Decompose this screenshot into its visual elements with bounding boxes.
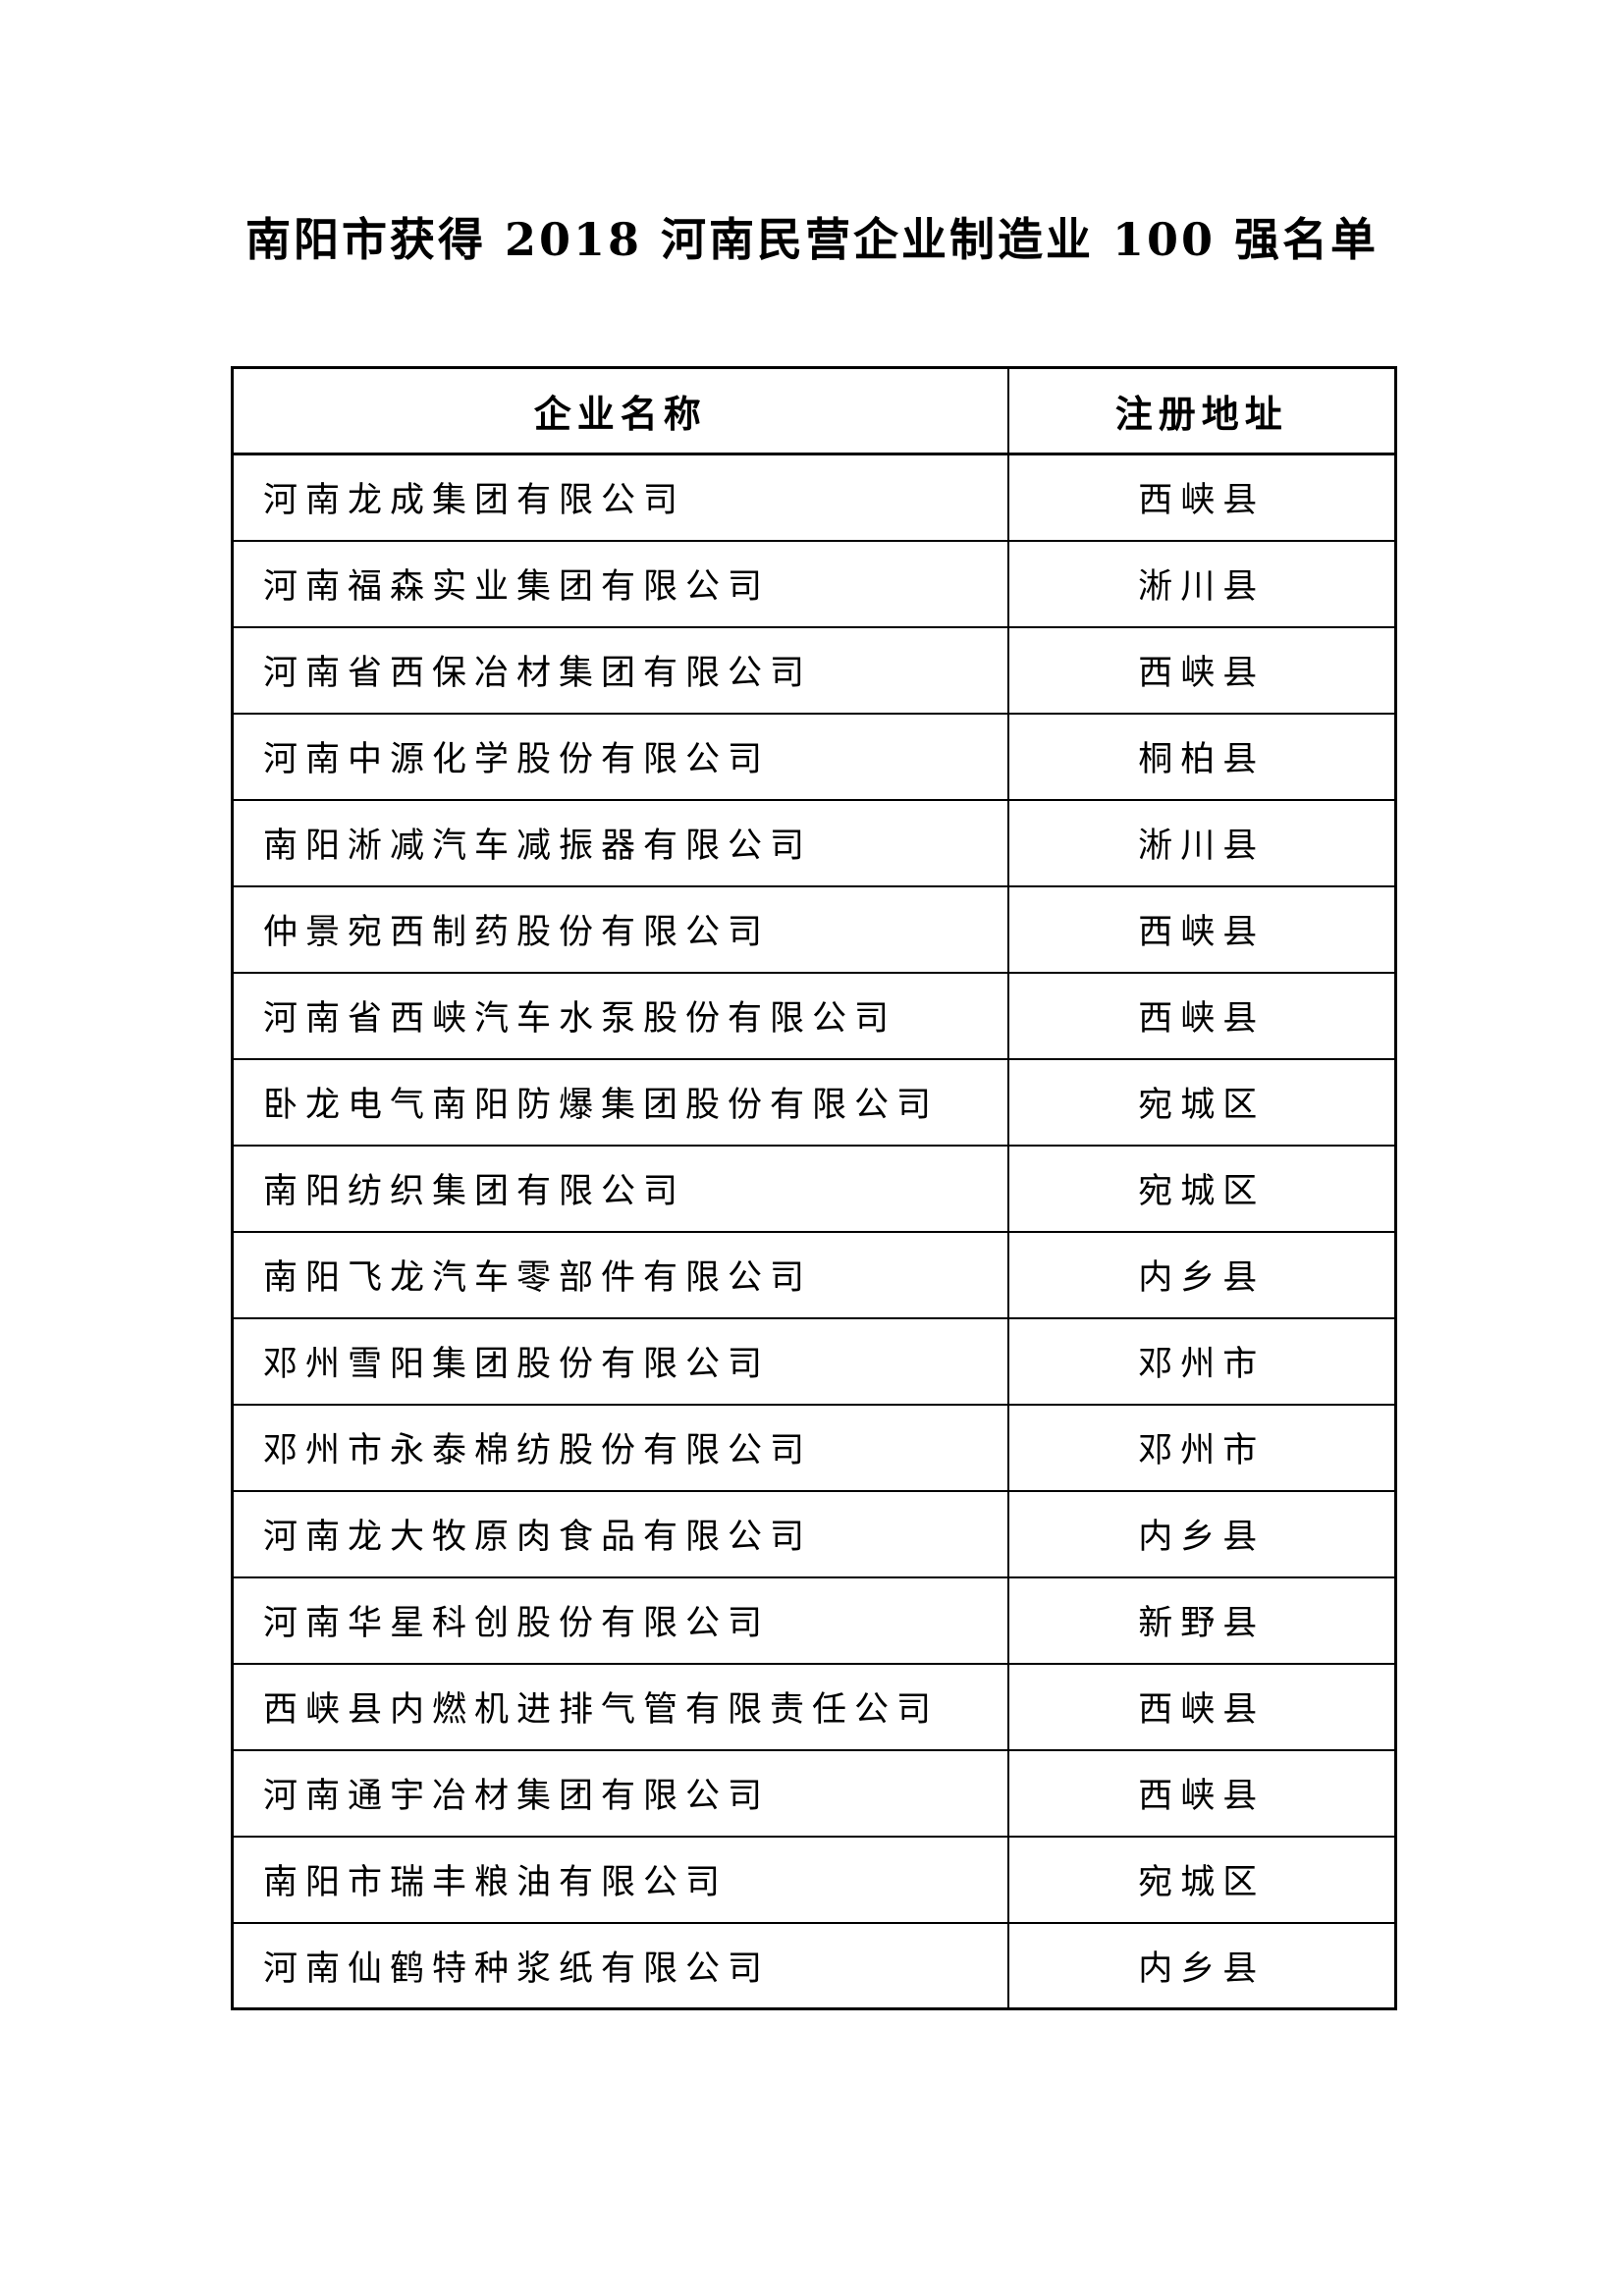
address-cell: 淅川县 — [1006, 798, 1397, 887]
table-row: 河南华星科创股份有限公司 新野县 — [231, 1575, 1397, 1665]
table-row: 南阳淅减汽车减振器有限公司 淅川县 — [231, 798, 1397, 887]
company-name-cell: 河南仙鹤特种浆纸有限公司 — [231, 1921, 1009, 2010]
table-row: 河南龙大牧原肉食品有限公司 内乡县 — [231, 1489, 1397, 1578]
address-cell: 宛城区 — [1006, 1835, 1397, 1924]
table-row: 河南福森实业集团有限公司 淅川县 — [231, 539, 1397, 628]
address-cell: 西峡县 — [1006, 971, 1397, 1060]
table-header-row: 企业名称 注册地址 — [231, 366, 1397, 455]
company-name-cell: 西峡县内燃机进排气管有限责任公司 — [231, 1662, 1009, 1751]
address-cell: 西峡县 — [1006, 453, 1397, 542]
address-cell: 西峡县 — [1006, 1662, 1397, 1751]
table-row: 邓州雪阳集团股份有限公司 邓州市 — [231, 1316, 1397, 1406]
address-cell: 内乡县 — [1006, 1921, 1397, 2010]
address-cell: 内乡县 — [1006, 1489, 1397, 1578]
table-row: 河南仙鹤特种浆纸有限公司 内乡县 — [231, 1921, 1397, 2010]
page-title: 南阳市获得 2018 河南民营企业制造业 100 强名单 — [244, 213, 1380, 266]
company-name-cell: 南阳飞龙汽车零部件有限公司 — [231, 1230, 1009, 1319]
address-cell: 桐柏县 — [1006, 712, 1397, 801]
table-row: 南阳飞龙汽车零部件有限公司 内乡县 — [231, 1230, 1397, 1319]
table-row: 河南龙成集团有限公司 西峡县 — [231, 453, 1397, 542]
table-row: 河南省西峡汽车水泵股份有限公司 西峡县 — [231, 971, 1397, 1060]
table-row: 南阳市瑞丰粮油有限公司 宛城区 — [231, 1835, 1397, 1924]
company-name-cell: 南阳纺织集团有限公司 — [231, 1144, 1009, 1233]
table-row: 卧龙电气南阳防爆集团股份有限公司 宛城区 — [231, 1057, 1397, 1147]
company-name-cell: 河南福森实业集团有限公司 — [231, 539, 1009, 628]
table-row: 河南中源化学股份有限公司 桐柏县 — [231, 712, 1397, 801]
company-name-cell: 仲景宛西制药股份有限公司 — [231, 884, 1009, 974]
column-header-company: 企业名称 — [231, 366, 1009, 455]
table-body: 河南龙成集团有限公司 西峡县 河南福森实业集团有限公司 淅川县 河南省西保冶材集团有限公… — [231, 453, 1397, 2010]
address-cell: 宛城区 — [1006, 1144, 1397, 1233]
address-cell: 宛城区 — [1006, 1057, 1397, 1147]
column-header-address: 注册地址 — [1006, 366, 1397, 455]
address-cell: 西峡县 — [1006, 625, 1397, 715]
company-name-cell: 河南华星科创股份有限公司 — [231, 1575, 1009, 1665]
address-cell: 邓州市 — [1006, 1403, 1397, 1492]
address-cell: 内乡县 — [1006, 1230, 1397, 1319]
company-name-cell: 河南通宇冶材集团有限公司 — [231, 1748, 1009, 1838]
table-row: 仲景宛西制药股份有限公司 西峡县 — [231, 884, 1397, 974]
company-name-cell: 河南省西峡汽车水泵股份有限公司 — [231, 971, 1009, 1060]
table-row: 邓州市永泰棉纺股份有限公司 邓州市 — [231, 1403, 1397, 1492]
address-cell: 西峡县 — [1006, 1748, 1397, 1838]
table-row: 河南省西保冶材集团有限公司 西峡县 — [231, 625, 1397, 715]
company-name-cell: 南阳淅减汽车减振器有限公司 — [231, 798, 1009, 887]
company-name-cell: 河南省西保冶材集团有限公司 — [231, 625, 1009, 715]
address-cell: 新野县 — [1006, 1575, 1397, 1665]
company-name-cell: 邓州市永泰棉纺股份有限公司 — [231, 1403, 1009, 1492]
address-cell: 淅川县 — [1006, 539, 1397, 628]
address-cell: 西峡县 — [1006, 884, 1397, 974]
table-row: 南阳纺织集团有限公司 宛城区 — [231, 1144, 1397, 1233]
company-name-cell: 南阳市瑞丰粮油有限公司 — [231, 1835, 1009, 1924]
company-name-cell: 邓州雪阳集团股份有限公司 — [231, 1316, 1009, 1406]
company-name-cell: 河南中源化学股份有限公司 — [231, 712, 1009, 801]
table-row: 西峡县内燃机进排气管有限责任公司 西峡县 — [231, 1662, 1397, 1751]
address-cell: 邓州市 — [1006, 1316, 1397, 1406]
company-name-cell: 河南龙成集团有限公司 — [231, 453, 1009, 542]
company-name-cell: 卧龙电气南阳防爆集团股份有限公司 — [231, 1057, 1009, 1147]
company-name-cell: 河南龙大牧原肉食品有限公司 — [231, 1489, 1009, 1578]
company-table: 企业名称 注册地址 河南龙成集团有限公司 西峡县 河南福森实业集团有限公司 淅川县 河南… — [231, 366, 1397, 2010]
table-row: 河南通宇冶材集团有限公司 西峡县 — [231, 1748, 1397, 1838]
